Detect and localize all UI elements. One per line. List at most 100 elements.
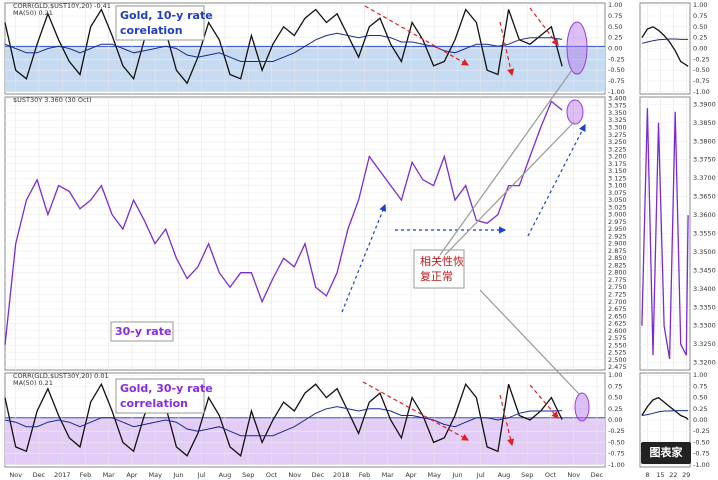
y-tick-label: 3.100 <box>608 182 627 190</box>
series-line <box>641 38 689 44</box>
x-tick-label: Dec <box>591 471 604 479</box>
y-tick-label: 3.3400 <box>693 285 716 293</box>
y-tick-label: 3.125 <box>608 174 627 182</box>
series-line <box>4 100 563 346</box>
y-tick-label: 3.3200 <box>693 359 716 367</box>
callout-text: 相关性恢 <box>420 254 464 268</box>
y-tick-label: -0.50 <box>693 66 710 74</box>
y-tick-label: 3.3600 <box>693 211 716 219</box>
y-tick-label: -0.25 <box>608 55 625 63</box>
y-tick-label: 2.475 <box>608 363 627 371</box>
y-tick-label: 3.275 <box>608 131 627 139</box>
y-tick-label: 3.3450 <box>693 266 716 274</box>
y-tick-label: 3.250 <box>608 138 627 146</box>
y-tick-label: 1.00 <box>693 1 707 9</box>
annotation-box: Gold, 10-y rate corelation <box>115 5 213 41</box>
annotation-text: 30-y rate <box>115 325 171 338</box>
y-tick-label: 0.25 <box>693 405 707 413</box>
annotation-bg <box>115 5 205 41</box>
y-tick-label: 2.900 <box>608 240 627 248</box>
y-tick-label: -1.00 <box>693 461 710 469</box>
legend-entry: CORR(GLD,$UST30Y,20) 0.01 <box>13 372 109 380</box>
y-tick-label: 0.25 <box>693 34 707 42</box>
y-tick-label: -0.50 <box>608 438 625 446</box>
legend-entry: $UST30Y 3.360 (30 Oct) <box>13 96 92 104</box>
annotation-box: 30-y rate <box>110 321 174 342</box>
legend-entry: CORR(GLD,$UST10Y,20) -0.41 <box>13 2 111 10</box>
x-tick-label: Jun <box>172 471 183 479</box>
y-tick-label: 2.875 <box>608 247 627 255</box>
y-tick-label: -0.50 <box>693 438 710 446</box>
y-tick-label: 3.3900 <box>693 100 716 108</box>
y-tick-label: 3.400 <box>608 94 627 102</box>
y-tick-label: 2.675 <box>608 305 627 313</box>
y-tick-label: 3.3850 <box>693 119 716 127</box>
annotation-box: Gold, 30-y rate correlation <box>115 378 213 414</box>
y-tick-label: 3.3650 <box>693 193 716 201</box>
y-tick-label: 0.00 <box>608 45 622 53</box>
x-tick-label: Sep <box>521 471 533 479</box>
logo: 图表家 <box>650 445 684 459</box>
legend-entry: MA(50) 0.21 <box>13 379 53 387</box>
y-tick-label: 3.200 <box>608 153 627 161</box>
y-tick-label: 0.50 <box>608 23 622 31</box>
y-tick-label: -0.75 <box>608 450 625 458</box>
y-tick-label: 3.075 <box>608 189 627 197</box>
y-tick-label: -0.25 <box>608 427 625 435</box>
x-tick-label: Feb <box>80 471 92 479</box>
x-tick-label: Oct <box>266 471 278 479</box>
y-tick-label: 3.3300 <box>693 322 716 330</box>
y-tick-label: 0.75 <box>608 12 622 20</box>
annotation-text: corelation <box>120 24 183 37</box>
x-tick-label: Apr <box>405 471 417 479</box>
y-tick-label: 1.00 <box>608 371 622 379</box>
y-tick-label: 2.725 <box>608 290 627 298</box>
y-tick-label: 3.3500 <box>693 248 716 256</box>
series-line <box>4 382 563 457</box>
y-tick-label: 3.225 <box>608 145 627 153</box>
y-tick-label: -0.50 <box>608 66 625 74</box>
x-tick-label: 29 <box>682 471 690 479</box>
y-tick-label: -1.00 <box>608 461 625 469</box>
series-line <box>641 396 689 421</box>
y-tick-label: 2.975 <box>608 218 627 226</box>
y-tick-label: 2.825 <box>608 261 627 269</box>
y-tick-label: 2.700 <box>608 298 627 306</box>
shaded-band <box>5 417 605 465</box>
x-tick-label: Dec <box>33 471 46 479</box>
y-tick-label: -1.00 <box>693 88 710 96</box>
x-tick-label: May <box>427 471 441 479</box>
x-tick-label: 15 <box>656 471 664 479</box>
series-line <box>641 410 689 416</box>
y-tick-label: 3.3750 <box>693 156 716 164</box>
y-tick-label: 0.00 <box>608 416 622 424</box>
y-tick-label: 0.00 <box>693 416 707 424</box>
y-tick-label: 2.550 <box>608 341 627 349</box>
callout-lines <box>439 69 581 396</box>
callout-bg <box>413 249 465 289</box>
x-tick-label: Nov <box>288 471 301 479</box>
annotation-bg <box>110 321 174 342</box>
y-tick-label: 3.025 <box>608 203 627 211</box>
shaded-band <box>5 46 605 92</box>
y-tick-label: 2.500 <box>608 356 627 364</box>
x-tick-label: 8 <box>645 471 649 479</box>
y-tick-label: 3.325 <box>608 116 627 124</box>
y-tick-label: 3.350 <box>608 109 627 117</box>
y-tick-label: 0.75 <box>693 12 707 20</box>
y-tick-label: 3.3700 <box>693 174 716 182</box>
y-tick-label: 2.600 <box>608 327 627 335</box>
callout-text: 复正常 <box>420 269 453 283</box>
x-tick-label: May <box>148 471 162 479</box>
y-tick-label: 3.050 <box>608 196 627 204</box>
x-tick-label: Aug <box>498 471 511 479</box>
x-tick-label: Apr <box>126 471 138 479</box>
y-tick-label: 3.3250 <box>693 340 716 348</box>
logo-bg <box>641 442 691 464</box>
x-tick-label: Aug <box>219 471 232 479</box>
y-tick-label: -0.25 <box>693 55 710 63</box>
annotation-text: Gold, 10-y rate <box>120 9 213 22</box>
y-tick-label: 3.150 <box>608 167 627 175</box>
